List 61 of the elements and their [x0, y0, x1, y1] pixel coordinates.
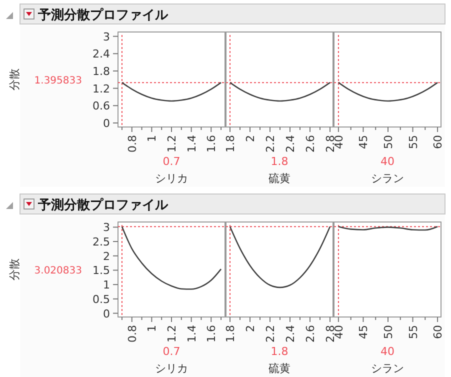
y-tick-label: 1 [103, 278, 110, 292]
ref-line-label: 3.020833 [34, 266, 82, 276]
line-series [121, 226, 222, 290]
x-tick-label: 2.4 [284, 325, 297, 342]
y-tick-label: 2.4 [92, 48, 110, 61]
x-tick-label: 45 [357, 135, 370, 149]
ref-line-label: 40 [380, 155, 394, 168]
y-axis-title: 分散 [8, 68, 21, 90]
x-tick-label: 60 [432, 325, 445, 339]
x-tick-label: 1 [146, 325, 159, 332]
x-tick-label: 50 [382, 135, 395, 149]
x-tick-label: 0.8 [126, 325, 139, 342]
x-tick-label: 0.8 [126, 135, 139, 152]
x-tick-label: 2 [244, 135, 257, 142]
ref-line-label: 0.7 [162, 345, 180, 358]
x-tick-label: 2.6 [304, 325, 317, 342]
y-tick-label: 0.6 [92, 100, 110, 113]
x-tick-label: 55 [406, 135, 420, 149]
y-tick-label: 3 [103, 221, 110, 234]
x-axis-title: シリカ [155, 172, 188, 185]
chart-title: 予測分散プロファイル [37, 197, 169, 213]
y-tick-label: 2.5 [92, 236, 110, 249]
x-axis-title: 硫黄 [268, 172, 290, 185]
chart-title: 予測分散プロファイル [37, 7, 169, 23]
x-tick-label: 60 [432, 135, 445, 149]
x-tick-label: 1.6 [205, 325, 218, 342]
ref-line-label: 1.8 [270, 345, 288, 358]
x-tick-label: 55 [406, 325, 420, 339]
y-tick-label: 3 [103, 30, 110, 44]
x-axis-title: 硫黄 [268, 362, 290, 375]
x-tick-label: 1 [146, 135, 159, 142]
x-tick-label: 50 [382, 325, 395, 339]
ref-line-label: 0.7 [162, 155, 180, 168]
x-axis-title: シラン [371, 172, 404, 185]
y-tick-label: 0.5 [92, 292, 110, 306]
y-tick-label: 2 [103, 250, 110, 263]
x-tick-label: 2.6 [304, 135, 317, 152]
x-tick-label: 1.8 [224, 135, 237, 152]
x-tick-label: 1.2 [166, 135, 178, 152]
y-tick-label: 0 [103, 307, 110, 320]
x-axis-title: シリカ [155, 362, 188, 375]
x-axis-title: シラン [371, 362, 404, 375]
x-tick-label: 1.4 [185, 135, 198, 152]
x-tick-label: 45 [357, 325, 370, 339]
y-tick-label: 1.2 [92, 82, 110, 96]
y-tick-label: 0 [103, 116, 110, 130]
ref-line-label: 1.8 [270, 155, 288, 168]
x-tick-label: 2 [244, 325, 257, 332]
line-series [121, 82, 222, 102]
ref-line-label: 40 [380, 345, 394, 358]
x-tick-label: 2.2 [264, 135, 277, 152]
x-tick-label: 2.2 [264, 325, 277, 342]
y-axis-title: 分散 [8, 258, 21, 280]
x-tick-label: 1.6 [205, 135, 218, 152]
x-tick-label: 1.8 [224, 325, 237, 342]
y-tick-label: 1.5 [92, 264, 110, 278]
x-tick-label: 2.4 [284, 135, 297, 152]
y-tick-label: 1.8 [92, 64, 110, 78]
x-tick-label: 1.2 [166, 325, 178, 342]
ref-line-label: 1.395833 [34, 76, 82, 86]
x-tick-label: 1.4 [185, 325, 198, 342]
